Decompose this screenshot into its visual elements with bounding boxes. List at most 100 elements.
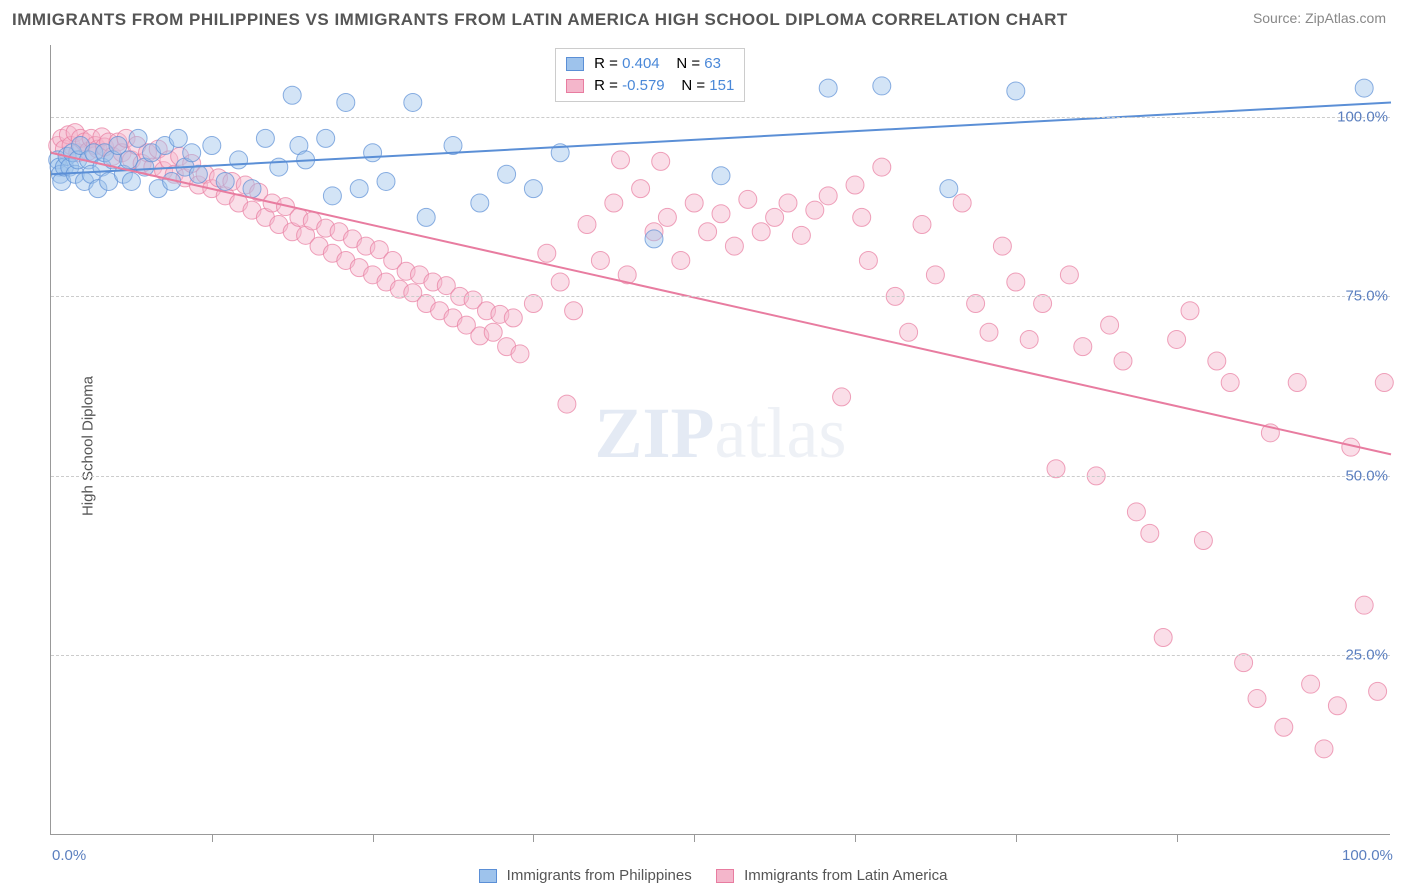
data-point bbox=[1060, 266, 1078, 284]
data-point bbox=[1007, 273, 1025, 291]
r-value-blue: 0.404 bbox=[622, 55, 660, 72]
bottom-legend: Immigrants from Philippines Immigrants f… bbox=[0, 867, 1406, 884]
x-tick-label: 100.0% bbox=[1342, 847, 1393, 864]
data-point bbox=[779, 194, 797, 212]
data-point bbox=[350, 180, 368, 198]
data-point bbox=[792, 226, 810, 244]
data-point bbox=[953, 194, 971, 212]
n-label: N = bbox=[681, 77, 709, 94]
legend-label-blue: Immigrants from Philippines bbox=[507, 867, 692, 884]
chart-title: IMMIGRANTS FROM PHILIPPINES VS IMMIGRANT… bbox=[12, 10, 1068, 30]
data-point bbox=[913, 216, 931, 234]
data-point bbox=[1328, 697, 1346, 715]
r-label: R = bbox=[594, 77, 622, 94]
r-value-pink: -0.579 bbox=[622, 77, 665, 94]
data-point bbox=[1208, 352, 1226, 370]
data-point bbox=[1248, 690, 1266, 708]
data-point bbox=[900, 323, 918, 341]
data-point bbox=[980, 323, 998, 341]
data-point bbox=[1074, 338, 1092, 356]
x-tick bbox=[212, 834, 213, 842]
stats-legend: R = 0.404 N = 63 R = -0.579 N = 151 bbox=[555, 48, 745, 102]
y-tick-label: 75.0% bbox=[1345, 288, 1388, 305]
y-tick-label: 25.0% bbox=[1345, 647, 1388, 664]
data-point bbox=[632, 180, 650, 198]
data-point bbox=[712, 205, 730, 223]
y-tick-label: 100.0% bbox=[1337, 108, 1388, 125]
data-point bbox=[538, 244, 556, 262]
data-point bbox=[243, 180, 261, 198]
data-point bbox=[1355, 596, 1373, 614]
data-point bbox=[819, 187, 837, 205]
scatter-svg bbox=[51, 45, 1390, 834]
x-tick bbox=[1016, 834, 1017, 842]
data-point bbox=[1288, 374, 1306, 392]
data-point bbox=[578, 216, 596, 234]
data-point bbox=[833, 388, 851, 406]
data-point bbox=[819, 79, 837, 97]
data-point bbox=[739, 190, 757, 208]
data-point bbox=[752, 223, 770, 241]
data-point bbox=[1007, 82, 1025, 100]
data-point bbox=[1181, 302, 1199, 320]
data-point bbox=[685, 194, 703, 212]
data-point bbox=[873, 158, 891, 176]
data-point bbox=[203, 137, 221, 155]
data-point bbox=[256, 129, 274, 147]
data-point bbox=[551, 273, 569, 291]
data-point bbox=[323, 187, 341, 205]
data-point bbox=[364, 144, 382, 162]
data-point bbox=[658, 208, 676, 226]
data-point bbox=[1375, 374, 1393, 392]
data-point bbox=[129, 129, 147, 147]
data-point bbox=[940, 180, 958, 198]
x-tick bbox=[855, 834, 856, 842]
data-point bbox=[1114, 352, 1132, 370]
data-point bbox=[1369, 682, 1387, 700]
data-point bbox=[926, 266, 944, 284]
data-point bbox=[283, 86, 301, 104]
n-value-pink: 151 bbox=[709, 77, 734, 94]
n-label: N = bbox=[676, 55, 704, 72]
plot-area: ZIPatlas bbox=[50, 45, 1390, 835]
data-point bbox=[169, 129, 187, 147]
data-point bbox=[605, 194, 623, 212]
data-point bbox=[766, 208, 784, 226]
gridline-h bbox=[51, 476, 1390, 477]
data-point bbox=[591, 251, 609, 269]
x-tick-label: 0.0% bbox=[52, 847, 86, 864]
data-point bbox=[712, 167, 730, 185]
data-point bbox=[484, 323, 502, 341]
data-point bbox=[645, 230, 663, 248]
data-point bbox=[1141, 524, 1159, 542]
data-point bbox=[498, 165, 516, 183]
data-point bbox=[1168, 330, 1186, 348]
data-point bbox=[859, 251, 877, 269]
data-point bbox=[216, 172, 234, 190]
data-point bbox=[846, 176, 864, 194]
r-label: R = bbox=[594, 55, 622, 72]
data-point bbox=[230, 151, 248, 169]
data-point bbox=[1302, 675, 1320, 693]
data-point bbox=[993, 237, 1011, 255]
data-point bbox=[873, 77, 891, 95]
data-point bbox=[1275, 718, 1293, 736]
data-point bbox=[1221, 374, 1239, 392]
data-point bbox=[404, 93, 422, 111]
swatch-blue bbox=[566, 57, 584, 71]
source-label: Source: ZipAtlas.com bbox=[1253, 10, 1386, 26]
data-point bbox=[317, 129, 335, 147]
data-point bbox=[558, 395, 576, 413]
x-tick bbox=[373, 834, 374, 842]
data-point bbox=[1315, 740, 1333, 758]
data-point bbox=[1127, 503, 1145, 521]
data-point bbox=[337, 93, 355, 111]
data-point bbox=[504, 309, 522, 327]
data-point bbox=[853, 208, 871, 226]
y-tick-label: 50.0% bbox=[1345, 467, 1388, 484]
data-point bbox=[511, 345, 529, 363]
gridline-h bbox=[51, 117, 1390, 118]
data-point bbox=[189, 165, 207, 183]
swatch-pink bbox=[716, 869, 734, 883]
data-point bbox=[524, 180, 542, 198]
